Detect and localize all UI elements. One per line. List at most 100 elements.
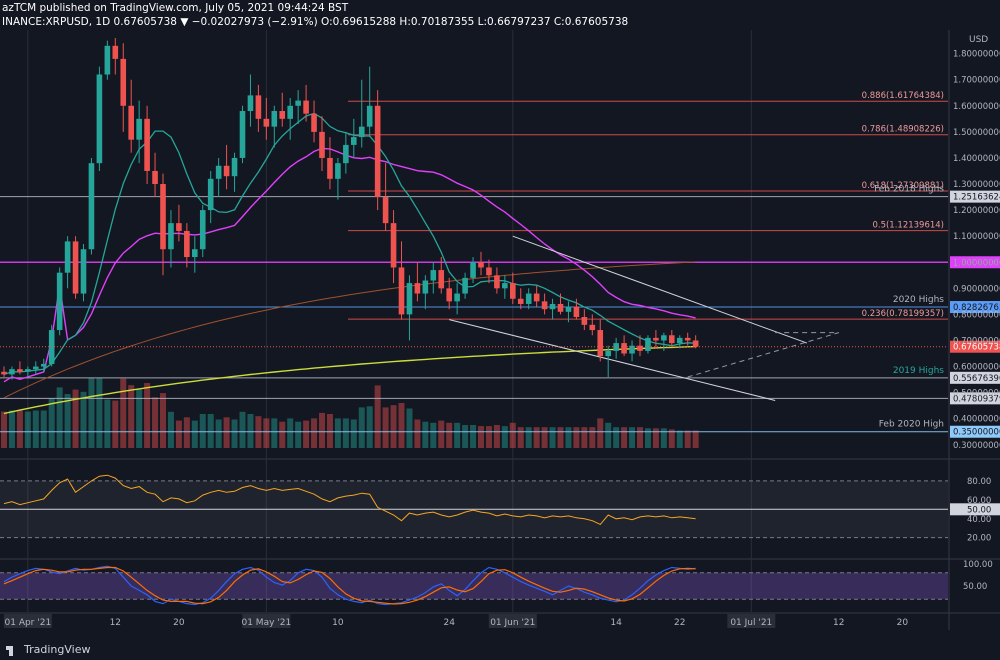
volume-bar bbox=[334, 418, 341, 448]
volume-bar bbox=[120, 378, 127, 448]
volume-bar bbox=[263, 418, 270, 448]
candle-body bbox=[422, 280, 429, 294]
time-tick-label: 10 bbox=[332, 618, 344, 628]
volume-bar bbox=[390, 405, 397, 448]
volume-bar bbox=[40, 410, 47, 448]
time-tick-label: 22 bbox=[674, 618, 685, 628]
volume-bar bbox=[311, 418, 318, 448]
level-note: 2020 Highs bbox=[893, 295, 944, 305]
volume-bar bbox=[485, 426, 492, 448]
candle-body bbox=[581, 317, 588, 325]
fib-label: 0.786(1.48908226) bbox=[862, 125, 944, 135]
candle-body bbox=[510, 283, 516, 299]
candle-body bbox=[462, 277, 468, 294]
ma50-line bbox=[3, 147, 696, 383]
volume-bar bbox=[279, 421, 286, 448]
volume-bar bbox=[374, 385, 381, 448]
last-price-tag bbox=[950, 340, 1000, 353]
tradingview-logo-icon bbox=[6, 644, 20, 656]
chart-header: azTCM published on TradingView.com, July… bbox=[0, 0, 1000, 30]
candle-body bbox=[184, 230, 190, 258]
price-tick-label: 1.10000000 bbox=[953, 232, 1000, 242]
volume-bar bbox=[24, 411, 31, 448]
level-note: 2019 Highs bbox=[893, 366, 944, 376]
tradingview-brand[interactable]: TradingView bbox=[6, 643, 90, 656]
volume-bar bbox=[652, 428, 659, 448]
candle-body bbox=[486, 267, 492, 276]
rsi-tick-label: 60.00 bbox=[967, 496, 991, 506]
volume-bar bbox=[438, 420, 445, 448]
lower-trendline bbox=[449, 319, 776, 401]
volume-bar bbox=[295, 421, 302, 448]
price-tick-label: 0.80000000 bbox=[953, 310, 1000, 320]
volume-bar bbox=[32, 410, 39, 448]
candle-body bbox=[17, 369, 23, 372]
volume-bar bbox=[183, 417, 190, 448]
candle-body bbox=[160, 184, 166, 250]
level-axis-tag-label: 0.82826765 bbox=[953, 303, 1000, 313]
candle-body bbox=[446, 288, 452, 302]
volume-bar bbox=[668, 429, 675, 448]
volume-bar bbox=[350, 419, 357, 448]
volume-bar bbox=[597, 418, 604, 448]
candle-body bbox=[661, 335, 667, 341]
candle-body bbox=[199, 210, 206, 250]
price-tick-label: 0.70000000 bbox=[953, 336, 1000, 346]
rsi-line bbox=[3, 474, 696, 526]
volume-bar bbox=[493, 425, 500, 448]
candle-body bbox=[96, 74, 103, 164]
candle-body bbox=[565, 306, 572, 312]
candle-body bbox=[144, 118, 150, 171]
candle-body bbox=[374, 105, 381, 198]
candle-body bbox=[1, 371, 7, 375]
volume-bar bbox=[533, 427, 540, 448]
level-axis-tag-label: 0.47809379 bbox=[953, 394, 1000, 404]
volume-bar bbox=[207, 414, 214, 448]
candle-body bbox=[247, 95, 254, 112]
candle-body bbox=[669, 335, 675, 344]
time-tick-label: 24 bbox=[443, 618, 455, 628]
level-axis-tag bbox=[950, 371, 1000, 384]
volume-bar bbox=[136, 389, 143, 448]
volume-bar bbox=[525, 427, 532, 448]
currency-label: USD bbox=[969, 35, 988, 45]
price-tick-label: 1.50000000 bbox=[953, 128, 1000, 138]
level-axis-tag bbox=[950, 190, 1000, 203]
volume-bar bbox=[223, 417, 230, 448]
candle-body bbox=[9, 369, 15, 375]
volume-bar bbox=[684, 430, 691, 448]
candle-body bbox=[319, 131, 325, 158]
candle-body bbox=[517, 298, 524, 304]
volume-bar bbox=[16, 410, 23, 448]
volume-bar bbox=[398, 403, 405, 448]
price-tick-label: 0.60000000 bbox=[953, 363, 1000, 373]
volume-bar bbox=[478, 426, 484, 448]
candle-body bbox=[676, 337, 683, 344]
rsi-tick-label: 40.00 bbox=[967, 515, 991, 525]
time-tick-label: 01 May '21 bbox=[241, 618, 291, 628]
level-axis-tag-label: 0.35000000 bbox=[953, 428, 1000, 438]
level-note: Feb 2020 High bbox=[879, 420, 944, 430]
volume-bar bbox=[1, 411, 7, 448]
candle-body bbox=[382, 197, 389, 224]
volume-bar bbox=[112, 400, 119, 448]
volume-bar bbox=[56, 387, 63, 448]
volume-bar bbox=[247, 414, 254, 448]
candle-body bbox=[64, 241, 71, 273]
time-tick-label: 14 bbox=[610, 618, 622, 628]
candle-body bbox=[525, 293, 532, 304]
time-tick-label: 01 Jun '21 bbox=[490, 618, 535, 628]
candle-body bbox=[72, 241, 79, 294]
volume-bar bbox=[692, 430, 699, 448]
candle-body bbox=[406, 283, 413, 315]
volume-bar bbox=[167, 411, 174, 448]
candle-body bbox=[239, 111, 246, 158]
volume-bar bbox=[152, 397, 159, 448]
price-tick-label: 1.20000000 bbox=[953, 206, 1000, 216]
volume-bar bbox=[358, 407, 365, 448]
level-axis-tag bbox=[950, 392, 1000, 405]
candle-body bbox=[390, 223, 397, 268]
volume-bar bbox=[406, 408, 413, 448]
candle-body bbox=[414, 283, 421, 294]
level-axis-tag bbox=[950, 425, 1000, 438]
